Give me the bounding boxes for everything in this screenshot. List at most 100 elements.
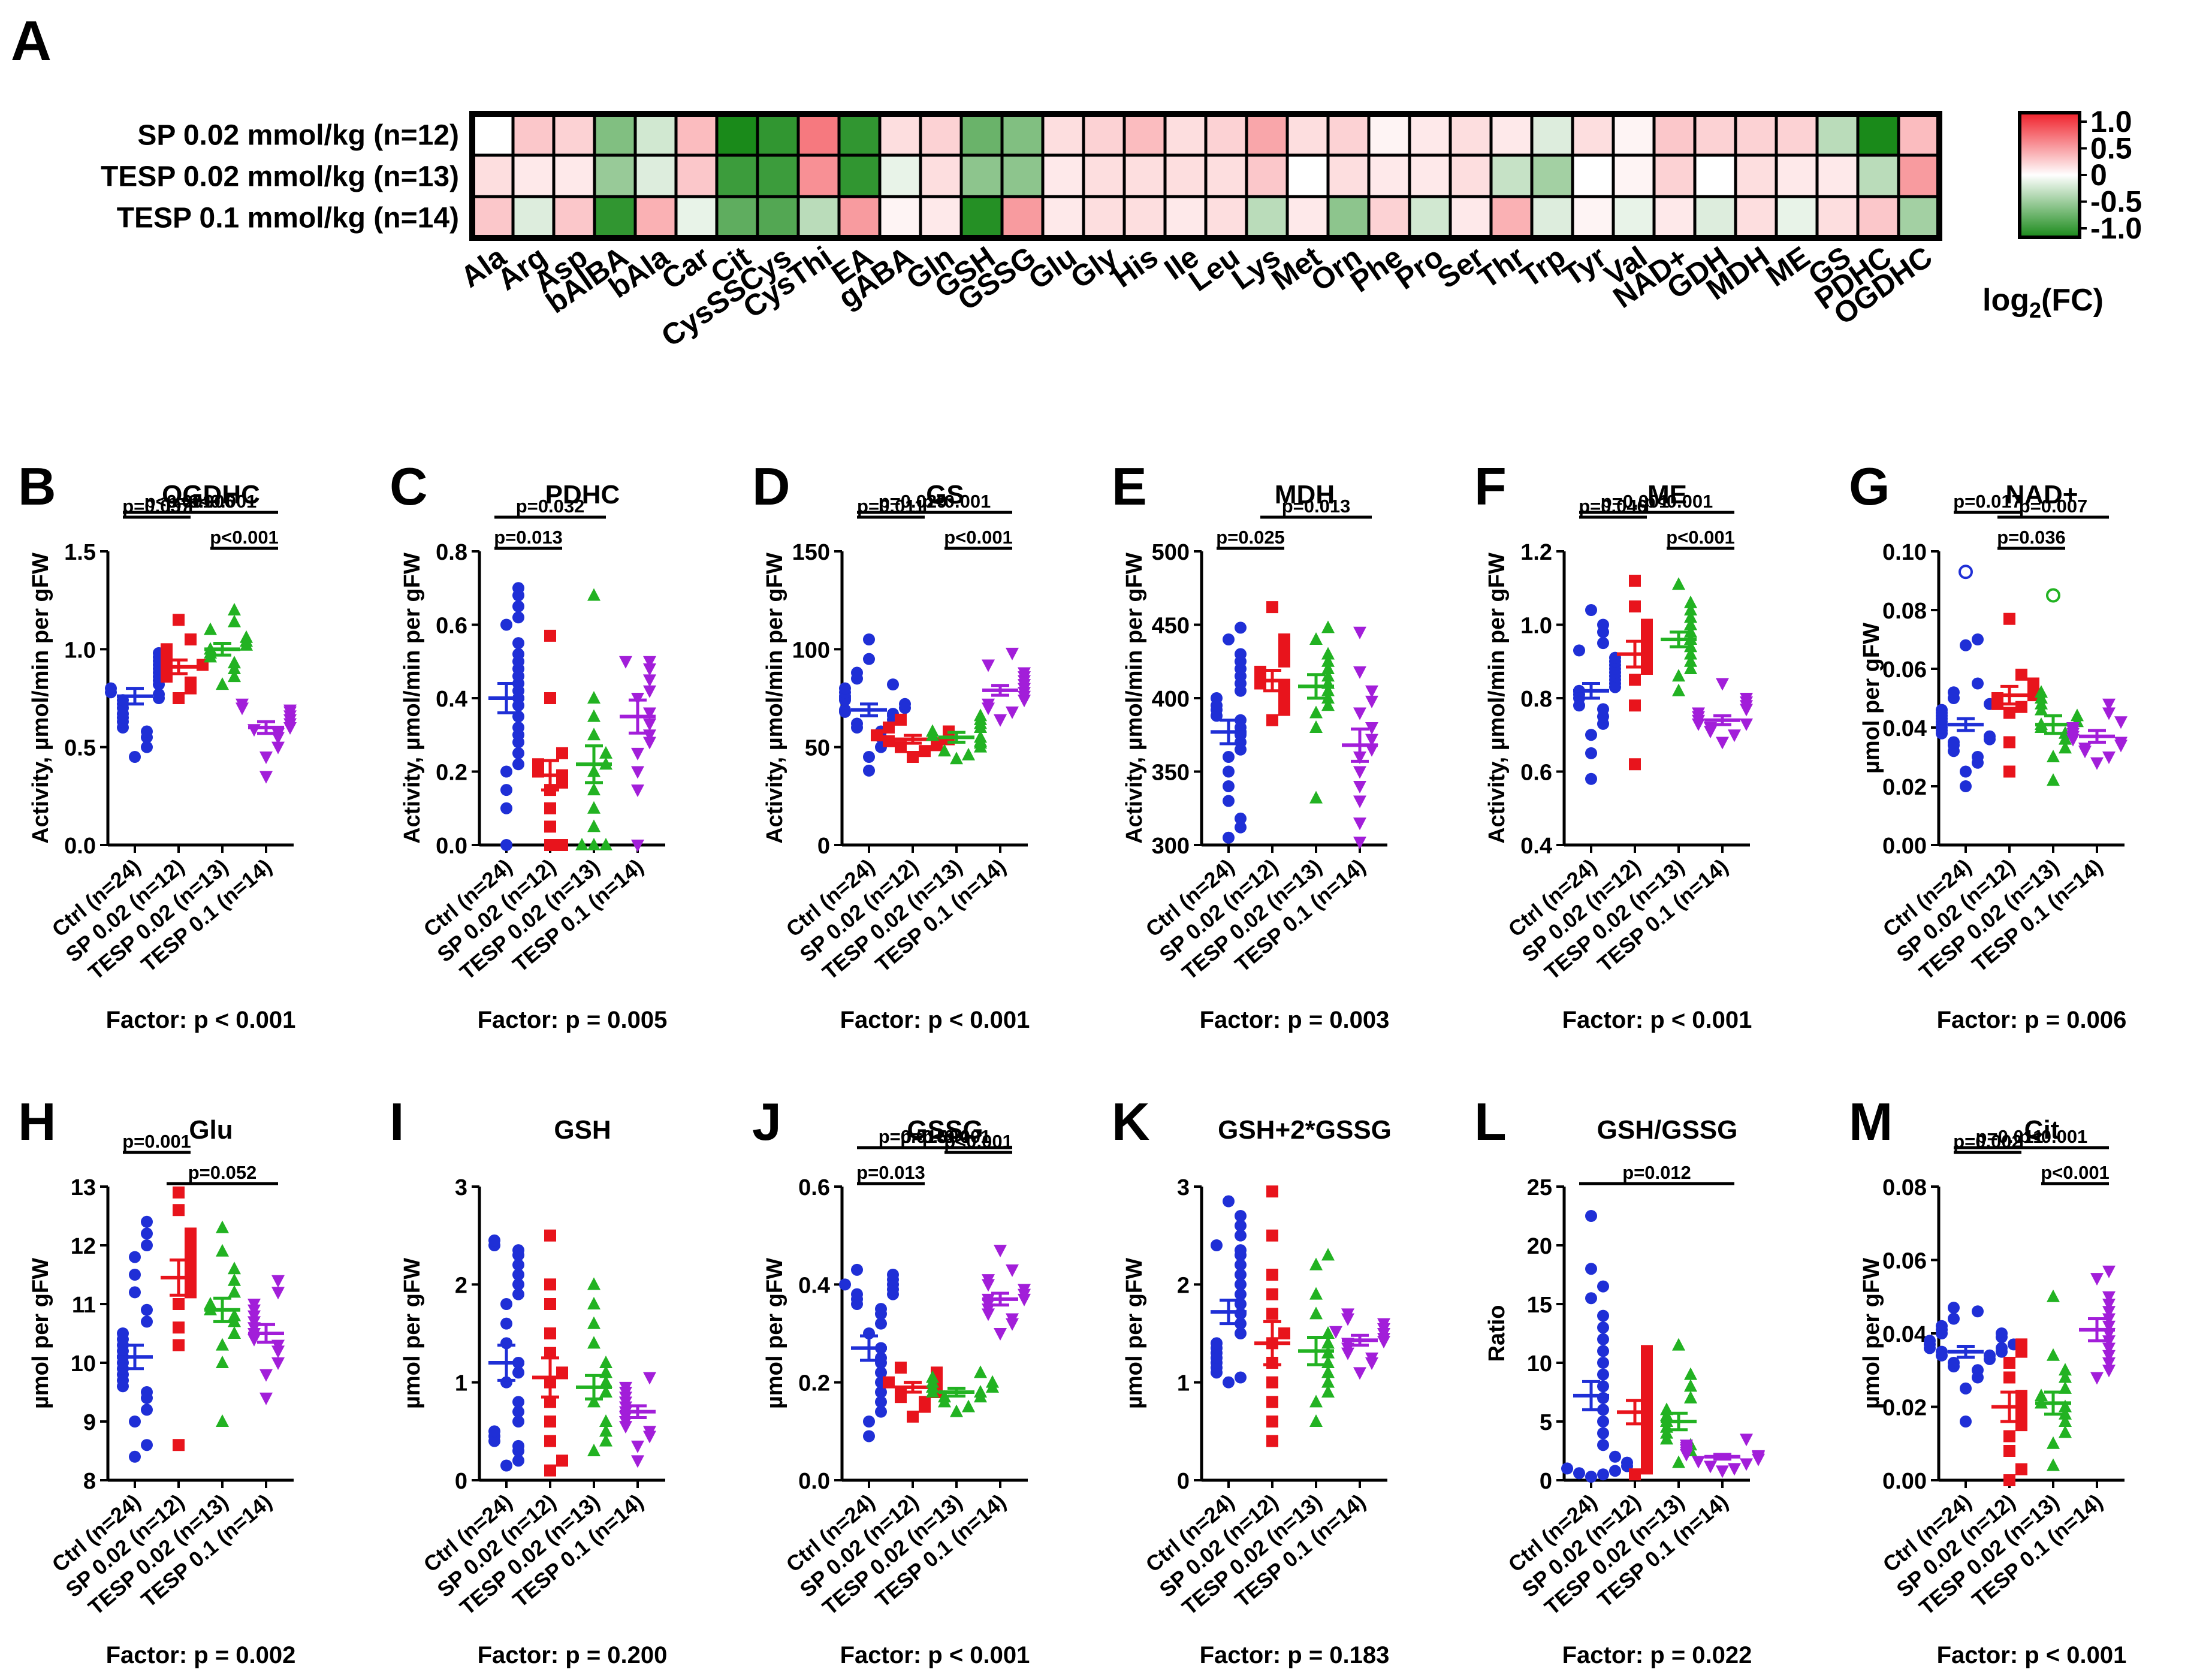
heatmap-cell [1489, 195, 1534, 240]
data-point [1365, 722, 1378, 735]
data-point [1641, 1416, 1653, 1427]
colorbar [2018, 111, 2081, 239]
heatmap-cell [1326, 153, 1371, 198]
data-point [1936, 1345, 1948, 1358]
heatmap-cell [1856, 195, 1900, 240]
data-point [1684, 617, 1697, 630]
data-point [141, 1439, 153, 1451]
data-point [875, 1405, 887, 1418]
p-value-label: p<0.001 [922, 1126, 991, 1147]
heatmap-cell [1000, 195, 1045, 240]
data-point [1223, 765, 1235, 778]
heatmap-cell [1204, 153, 1248, 198]
y-tick-label: 25 [1527, 1175, 1552, 1200]
panel-g: G NAD+ 0.00 0.02 0.04 0.06 0.08 0.10 µmol per gF… [1849, 457, 2127, 1033]
data-point [643, 707, 656, 720]
data-point [1309, 1257, 1323, 1270]
data-point [1321, 662, 1335, 674]
heatmap-cell [919, 195, 963, 240]
data-point [1223, 1376, 1235, 1389]
data-point [216, 1356, 229, 1368]
data-point [619, 1381, 632, 1395]
data-point [1960, 765, 1972, 778]
data-point [1597, 1357, 1609, 1369]
y-tick-label: 1.0 [64, 638, 96, 663]
data-point [1585, 604, 1597, 616]
y-tick-label: 100 [792, 638, 830, 663]
data-point [1309, 720, 1323, 733]
data-point [1353, 817, 1366, 831]
data-point [1353, 795, 1366, 808]
data-point [1716, 737, 1729, 750]
y-tick-label: 0.6 [1520, 760, 1552, 786]
data-point [1597, 1468, 1609, 1481]
heatmap-cell [593, 195, 637, 240]
heatmap-cell [878, 153, 922, 198]
heatmap-column-label: His [1106, 240, 1164, 294]
data-point [1309, 1395, 1323, 1408]
data-point [1641, 1368, 1653, 1381]
heatmap-cell [1897, 153, 1941, 198]
data-point [1006, 647, 1019, 660]
data-point [1278, 1327, 1290, 1339]
data-point [500, 1317, 512, 1330]
data-point [1278, 645, 1290, 657]
y-tick-label: 500 [1152, 540, 1190, 565]
data-point [871, 729, 883, 742]
data-point [875, 1396, 887, 1408]
data-point [1235, 1288, 1247, 1300]
data-point [1960, 1416, 1972, 1427]
data-point [1684, 1390, 1697, 1404]
colorbar-tick-label: 0 [2090, 158, 2107, 192]
y-tick-label: 350 [1152, 760, 1190, 786]
heatmap-cell [1367, 112, 1411, 157]
heatmap-cell [1082, 153, 1126, 198]
heatmap-cell [1408, 153, 1452, 198]
panel-title: ME [1647, 480, 1687, 509]
p-value-label: p=0.013 [856, 1162, 925, 1183]
data-point [512, 1416, 524, 1427]
heatmap-cell [1245, 112, 1289, 157]
p-value-label: p=0.046 [1579, 496, 1647, 517]
data-point [1309, 1306, 1323, 1320]
y-tick-label: 2 [1177, 1273, 1190, 1298]
heatmap-cell [1734, 112, 1778, 157]
data-point [643, 718, 656, 731]
data-point [587, 1316, 600, 1329]
heatmap-cell [1815, 112, 1860, 157]
data-point [599, 1375, 612, 1388]
data-point [875, 1317, 887, 1330]
data-point [587, 801, 600, 814]
heatmap-cell [1041, 112, 1085, 157]
data-point [1629, 699, 1641, 712]
y-tick-label: 0.5 [64, 736, 96, 761]
data-point [2003, 1371, 2015, 1384]
heatmap-cell [878, 195, 922, 240]
factor-p-value: Factor: p < 0.001 [840, 1642, 1030, 1668]
data-point [1235, 648, 1247, 660]
heatmap-cell [552, 112, 596, 157]
data-point [1692, 707, 1705, 720]
data-point [1254, 665, 1266, 678]
data-point [863, 633, 875, 645]
heatmap-cell [1122, 195, 1167, 240]
data-point [1704, 1460, 1717, 1474]
data-point [2102, 1291, 2116, 1304]
data-point [512, 1366, 524, 1379]
data-point [1235, 1220, 1247, 1232]
heatmap-cell [1448, 195, 1493, 240]
heatmap-cell [796, 112, 841, 157]
data-point [587, 783, 600, 796]
panel-title: OGDHC [162, 480, 260, 509]
data-point [512, 1405, 524, 1418]
y-tick-label: 0.0 [798, 1469, 830, 1494]
data-point [851, 666, 863, 679]
data-point [1716, 678, 1729, 691]
data-point [141, 1239, 153, 1251]
data-point [899, 698, 911, 710]
panel-letter: C [390, 457, 428, 516]
data-point [1309, 705, 1323, 719]
heatmap-cell [756, 112, 800, 157]
data-point [141, 1386, 153, 1398]
